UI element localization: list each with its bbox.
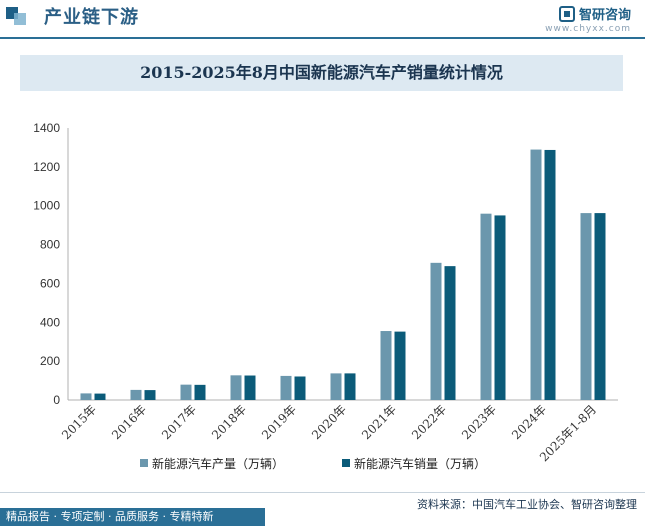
brand-name: 智研咨询: [578, 8, 631, 23]
bar-sales: [394, 331, 406, 400]
section-title: 产业链下游: [44, 7, 139, 28]
x-tick-label: 2024年: [509, 402, 549, 442]
services-banner: 精品报告 · 专项定制 · 品质服务 · 专精特新: [0, 508, 265, 526]
bar-production: [130, 389, 142, 400]
x-tick-label: 2019年: [259, 402, 299, 442]
x-tick-label: 2022年: [409, 402, 449, 442]
bar-production: [580, 213, 592, 400]
legend-swatch: [342, 459, 350, 467]
bar-sales: [444, 266, 456, 400]
bar-sales: [594, 213, 606, 400]
bar-sales: [294, 376, 306, 400]
y-tick-label: 1400: [33, 121, 60, 135]
bar-sales: [144, 390, 156, 400]
y-tick-label: 600: [40, 276, 60, 290]
footer-divider: [0, 492, 645, 493]
bar-production: [480, 213, 492, 400]
bar-sales: [244, 375, 256, 400]
page-footer: 资料来源：中国汽车工业协会、智研咨询整理 精品报告 · 专项定制 · 品质服务 …: [0, 492, 645, 526]
bar-production: [430, 262, 442, 400]
legend-label: 新能源汽车产量（万辆）: [152, 456, 284, 471]
bar-production: [180, 384, 192, 400]
bar-production: [330, 373, 342, 400]
source-note: 资料来源：中国汽车工业协会、智研咨询整理: [417, 498, 637, 511]
legend-label: 新能源汽车销量（万辆）: [354, 456, 486, 471]
y-tick-label: 800: [40, 238, 60, 252]
x-tick-label: 2016年: [109, 402, 149, 442]
legend-swatch: [140, 459, 148, 467]
brand-logo-icon: [558, 5, 575, 22]
y-tick-label: 400: [40, 315, 60, 329]
x-tick-label: 2017年: [159, 402, 199, 442]
header-divider: [0, 37, 645, 39]
y-tick-label: 1000: [33, 199, 60, 213]
bar-production: [280, 375, 292, 400]
y-tick-label: 1200: [33, 160, 60, 174]
x-tick-label: 2021年: [359, 402, 399, 442]
bar-production: [380, 331, 392, 400]
header-decoration-icon: [6, 7, 36, 25]
bar-sales: [544, 149, 556, 400]
y-tick-label: 0: [53, 393, 60, 407]
x-tick-label: 2020年: [309, 402, 349, 442]
bar-production: [530, 149, 542, 400]
bar-production: [230, 375, 242, 400]
x-tick-label: 2018年: [209, 402, 249, 442]
chart-title: 2015-2025年8月中国新能源汽车产销量统计情况: [140, 63, 503, 82]
bar-sales: [94, 393, 106, 400]
chart-title-box: 2015-2025年8月中国新能源汽车产销量统计情况: [20, 55, 623, 91]
bar-chart: 0 200 400 600 800 1000 1200 1400 2015年 2016年 2017年…: [33, 121, 618, 471]
brand: 智研咨询: [558, 4, 631, 23]
bar-sales: [344, 373, 356, 400]
page-header: 产业链下游 智研咨询 www.chyxx.com: [0, 0, 645, 36]
bar-sales: [494, 215, 506, 400]
brand-url: www.chyxx.com: [545, 24, 631, 34]
x-tick-label: 2015年: [59, 402, 99, 442]
bar-production: [80, 393, 92, 400]
x-tick-label: 2023年: [459, 402, 499, 442]
bar-sales: [194, 384, 206, 400]
y-tick-label: 200: [40, 354, 60, 368]
